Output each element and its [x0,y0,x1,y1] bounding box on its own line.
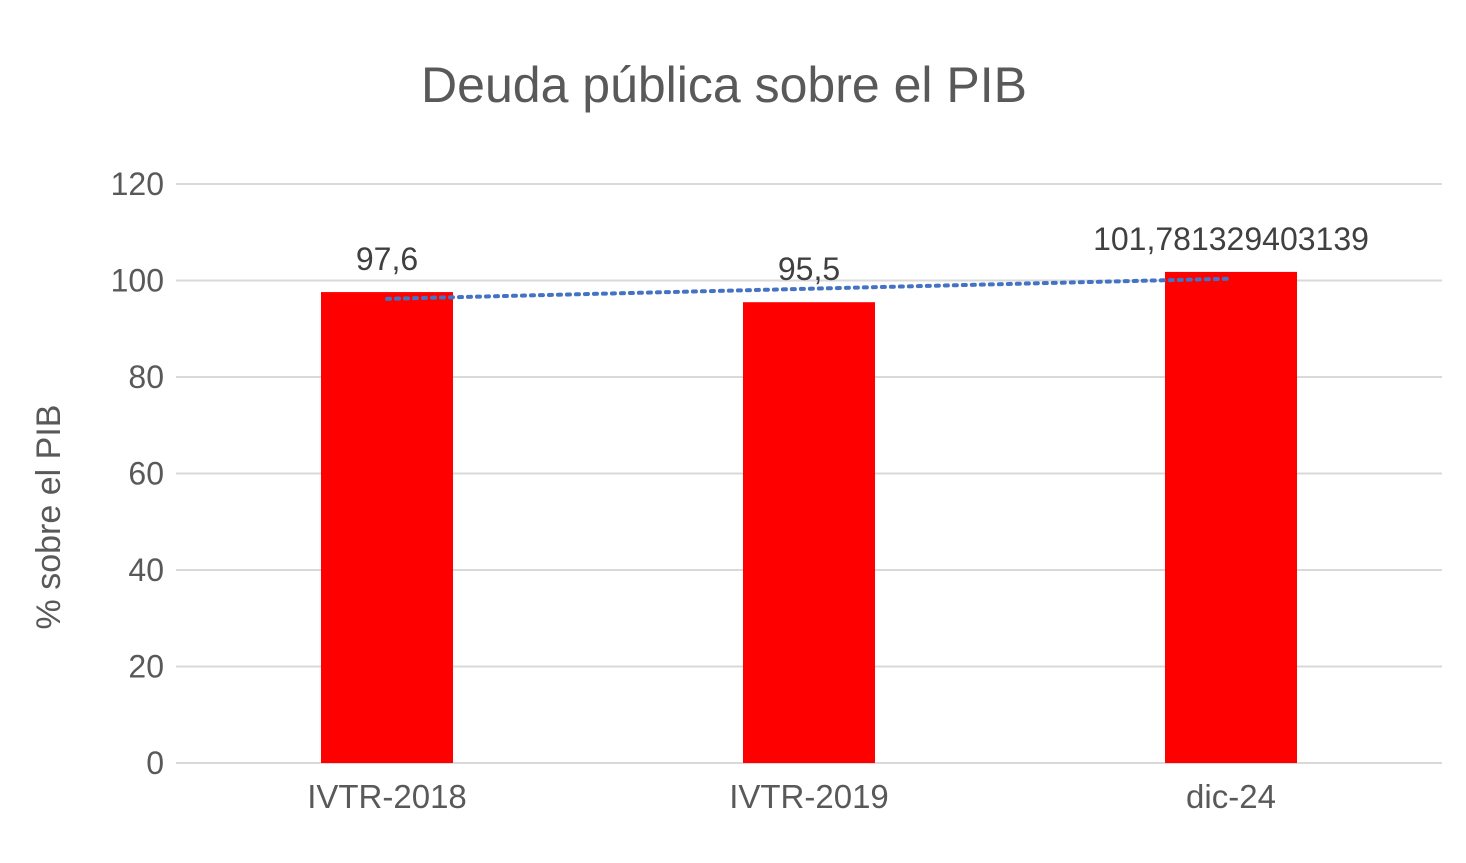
x-tick-label: dic-24 [1186,778,1276,815]
y-tick-label: 20 [128,649,164,685]
bar [1165,271,1297,763]
x-axis-ticks: IVTR-2018 IVTR-2019 dic-24 [307,778,1276,815]
y-tick-label: 100 [111,263,164,299]
y-axis-ticks: 0 20 40 60 80 100 120 [111,166,164,781]
trendline [385,276,1233,301]
y-tick-label: 40 [128,552,164,588]
data-label: 97,6 [356,241,418,277]
data-labels: 97,6 95,5 101,781329403139 [356,221,1369,287]
y-tick-label: 120 [111,166,164,202]
data-label: 101,781329403139 [1093,221,1369,257]
y-tick-label: 60 [128,456,164,492]
data-label: 95,5 [778,251,840,287]
bars [321,271,1297,763]
bar [743,302,875,763]
trendline-line [385,276,1233,301]
y-tick-label: 80 [128,359,164,395]
chart-title: Deuda pública sobre el PIB [421,57,1027,113]
x-tick-label: IVTR-2018 [307,778,467,815]
y-tick-label: 0 [146,745,164,781]
bar [321,292,453,763]
y-axis-label: % sobre el PIB [30,405,68,630]
x-tick-label: IVTR-2019 [729,778,889,815]
